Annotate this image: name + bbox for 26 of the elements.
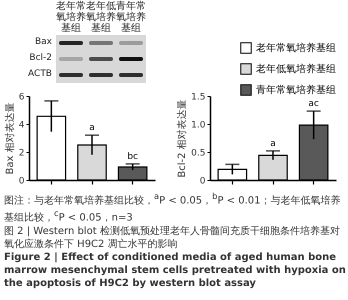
y-tick-label: 2 xyxy=(18,148,24,158)
data-label: a xyxy=(89,123,95,134)
caption: Figure 2 | Effect of conditioned media of aged human bone marrow mesenchymal stem cells pretreated with hypoxia on the apoptosis of H9C2 by western blot assay xyxy=(4,250,346,290)
y-tick-label: 0 xyxy=(18,176,25,186)
data-label: ac xyxy=(308,99,319,110)
y-tick-label: 6 xyxy=(18,92,25,102)
legend-label: 老年低氧培养基组 xyxy=(256,63,336,75)
data-label: a xyxy=(270,138,276,149)
y-tick-label: 4 xyxy=(18,120,25,130)
caption: 图 2 | Western blot 检测低氧预处理老年人骨髓间充质干细胞条件培养基对氧化应激条件下 H9C2 凋亡水平的影响 xyxy=(4,224,341,251)
text: Bcl-2 xyxy=(28,53,52,63)
legend-label: 老年常氧培养基组 xyxy=(256,42,336,54)
y-axis-title: Bax 相对表达量 xyxy=(4,102,16,175)
y-tick-label: 1.0 xyxy=(191,120,206,130)
data-label: bc xyxy=(127,152,138,162)
text: 图注：与老年常氧培养基组比较，$^{a}$P < 0.05，$^{b}$P < 0.01；与老年低氧培养基组比较，$^{c}$P < 0.05，n=3 xyxy=(4,191,340,224)
text: 老年常氧培养基组 xyxy=(56,1,86,34)
y-axis-title: Bcl-2 相对表达量 xyxy=(176,99,188,178)
text: ACTB xyxy=(27,69,52,79)
y-tick-label: 0.5 xyxy=(191,148,206,158)
text: Bax xyxy=(34,37,52,47)
text: 青年常氧培养基组 xyxy=(116,1,146,34)
legend-label: 青年常氧培养基组 xyxy=(256,84,336,96)
y-tick-label: 0 xyxy=(200,176,206,186)
y-tick-label: 1.5 xyxy=(191,92,206,102)
text: 老年低氧培养基组 xyxy=(86,1,116,34)
